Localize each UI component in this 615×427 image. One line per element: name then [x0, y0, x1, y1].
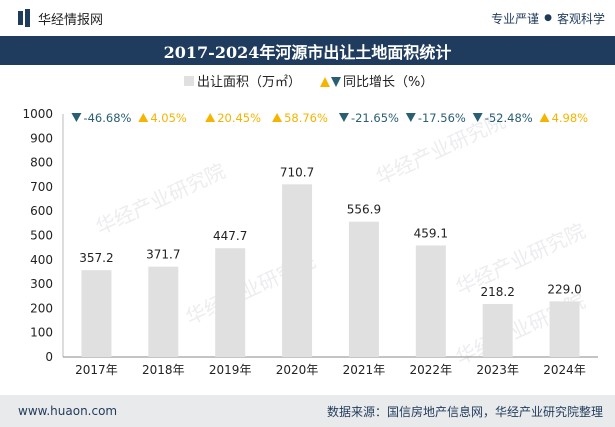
legend-bar-swatch-icon	[184, 76, 194, 86]
growth-up-arrow-icon	[539, 113, 550, 122]
growth-down-arrow-icon	[71, 113, 82, 122]
growth-label: -21.65%	[351, 111, 399, 125]
legend-growth-label: 同比增长（%）	[343, 75, 433, 90]
growth-label: 20.45%	[217, 111, 261, 125]
growth-label: -46.68%	[83, 111, 131, 125]
legend-down-triangle-icon	[331, 77, 341, 87]
x-tick-label: 2022年	[410, 363, 453, 377]
bar	[549, 301, 580, 357]
watermark-text: 华经产业研究院	[92, 159, 229, 240]
growth-down-arrow-icon	[472, 113, 483, 122]
x-tick-label: 2019年	[209, 363, 252, 377]
chart-title: 2017-2024年河源市出让土地面积统计	[0, 36, 615, 65]
bar-value-label: 218.2	[481, 285, 515, 299]
y-tick-label: 1000	[22, 107, 53, 121]
brand-name: 华经情报网	[38, 12, 104, 28]
tagline-right: 客观科学	[556, 11, 605, 26]
bar-value-label: 556.9	[347, 203, 381, 217]
tagline-dot-icon: ●	[544, 13, 552, 23]
growth-label: 4.05%	[150, 111, 187, 125]
x-tick-label: 2021年	[343, 363, 386, 377]
y-tick-label: 300	[30, 277, 53, 291]
footer-source: 数据来源：国信房地产信息网，华经产业研究院整理	[326, 404, 603, 419]
growth-label: -52.48%	[485, 111, 533, 125]
bar-value-label: 447.7	[213, 229, 247, 243]
growth-up-arrow-icon	[272, 113, 283, 122]
y-tick-label: 100	[30, 326, 53, 340]
bar	[215, 248, 246, 357]
footer-website[interactable]: www.huaon.com	[18, 404, 118, 418]
legend-bar-label: 出让面积（万㎡）	[197, 75, 301, 90]
y-tick-label: 500	[30, 229, 53, 243]
bar-value-label: 371.7	[146, 248, 180, 262]
growth-label: 4.98%	[552, 111, 589, 125]
y-tick-label: 200	[30, 301, 53, 315]
bar	[348, 221, 379, 357]
growth-up-arrow-icon	[205, 113, 216, 122]
growth-label: 58.76%	[284, 111, 328, 125]
bar-value-label: 710.7	[280, 165, 314, 179]
bar-value-label: 459.1	[414, 226, 448, 240]
bar	[415, 245, 446, 357]
y-tick-label: 600	[30, 204, 53, 218]
y-tick-label: 800	[30, 156, 53, 170]
top-bar: 华经情报网 专业严谨 ● 客观科学	[0, 0, 615, 36]
y-tick-label: 400	[30, 253, 53, 267]
x-tick-label: 2018年	[142, 363, 185, 377]
bar	[81, 270, 112, 357]
brand-logo-icon	[18, 9, 30, 27]
bar	[282, 184, 313, 357]
growth-down-arrow-icon	[338, 113, 349, 122]
growth-down-arrow-icon	[405, 113, 416, 122]
x-tick-label: 2020年	[276, 363, 319, 377]
bar	[482, 303, 513, 357]
brand: 华经情报网	[18, 9, 103, 28]
x-tick-label: 2023年	[476, 363, 519, 377]
x-tick-label: 2024年	[543, 363, 586, 377]
growth-up-arrow-icon	[138, 113, 149, 122]
bar	[148, 266, 179, 357]
y-tick-label: 700	[30, 180, 53, 194]
bar-chart: 华经产业研究院华经产业研究院华经产业研究院华经产业研究院华经产业研究院出让面积（…	[22, 75, 598, 377]
tagline-left: 专业严谨	[491, 11, 540, 26]
growth-label: -17.56%	[418, 111, 466, 125]
legend-up-triangle-icon	[320, 77, 330, 87]
y-tick-label: 0	[45, 350, 53, 364]
bar-value-label: 357.2	[79, 251, 113, 265]
tagline: 专业严谨 ● 客观科学	[491, 10, 605, 27]
bar-value-label: 229.0	[547, 282, 581, 296]
y-tick-label: 900	[30, 131, 53, 145]
x-tick-label: 2017年	[75, 363, 118, 377]
footer: www.huaon.com 数据来源：国信房地产信息网，华经产业研究院整理	[0, 395, 615, 427]
